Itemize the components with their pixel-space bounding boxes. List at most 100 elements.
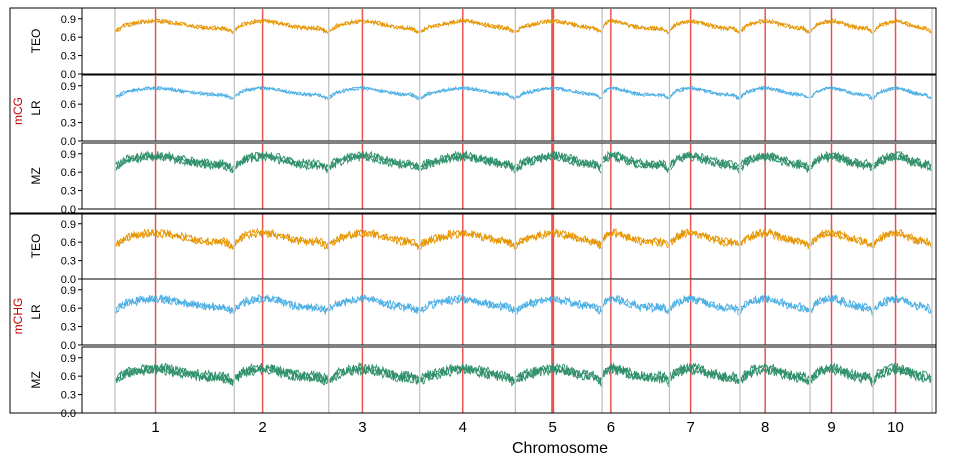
y-tick-label: 0.0 xyxy=(61,136,76,148)
methylation-trace xyxy=(740,229,810,250)
methylation-trace xyxy=(740,294,810,313)
methylation-trace xyxy=(329,150,420,170)
methylation-trace xyxy=(515,228,602,248)
y-tick-label: 0.9 xyxy=(61,285,76,297)
methylation-trace xyxy=(115,85,234,100)
methylation-trace xyxy=(873,365,932,384)
methylation-trace xyxy=(874,19,932,34)
x-tick-label: 2 xyxy=(258,419,266,436)
methylation-trace xyxy=(873,18,932,33)
methylation-trace xyxy=(602,153,669,174)
panel-label: LR xyxy=(29,100,43,116)
x-tick-label: 1 xyxy=(151,419,159,436)
x-tick-label: 10 xyxy=(887,419,904,436)
panel-frame xyxy=(81,278,937,346)
methylation-trace xyxy=(329,85,420,101)
y-tick-label: 0.6 xyxy=(61,237,76,249)
y-tick-label: 0.3 xyxy=(61,322,76,334)
methylation-trace xyxy=(810,86,873,101)
x-tick-label: 4 xyxy=(459,419,467,436)
methylation-trace xyxy=(670,365,740,385)
y-tick-label: 0.6 xyxy=(61,167,76,179)
methylation-trace xyxy=(516,86,602,100)
methylation-trace xyxy=(515,18,602,33)
methylation-trace xyxy=(234,362,329,381)
methylation-trace xyxy=(874,150,932,169)
panel-label: MZ xyxy=(29,167,43,184)
methylation-trace xyxy=(602,361,669,384)
methylation-trace xyxy=(516,362,602,382)
methylation-trace xyxy=(810,17,873,34)
methylation-trace xyxy=(602,227,669,247)
methylation-trace xyxy=(516,150,602,171)
panel-label: LR xyxy=(29,304,43,320)
panel-frame xyxy=(81,74,937,142)
methylation-trace xyxy=(740,362,810,382)
x-tick-label: 3 xyxy=(358,419,366,436)
y-tick-label: 0.3 xyxy=(61,51,76,63)
y-tick-label: 0.3 xyxy=(61,390,76,402)
frames-layer: 0.0 0.3 0.6 0.9 TEO 0.0 0.3 0.6 0.9 LR 0.0 0.3 0.6 0.… xyxy=(9,7,937,420)
methylation-trace xyxy=(115,152,234,173)
methylation-trace xyxy=(420,86,515,100)
methylation-trace xyxy=(420,152,515,171)
methylation-trace xyxy=(670,85,740,100)
methylation-trace xyxy=(329,361,420,381)
methylation-trace xyxy=(516,19,602,34)
methylation-trace xyxy=(670,362,740,384)
methylation-trace xyxy=(740,152,810,170)
methylation-trace xyxy=(329,18,419,33)
y-tick-label: 0.6 xyxy=(61,32,76,44)
panel-label: TEO xyxy=(29,29,43,54)
panel-frame xyxy=(81,7,937,75)
methylation-trace xyxy=(515,295,602,313)
methylation-trace xyxy=(810,86,873,99)
methylation-trace xyxy=(670,151,740,169)
methylation-trace xyxy=(420,229,515,248)
methylation-trace xyxy=(420,18,515,34)
methylation-trace xyxy=(740,228,810,248)
methylation-trace xyxy=(234,85,329,100)
methylation-trace xyxy=(115,150,234,172)
panel-label: MZ xyxy=(29,371,43,388)
methylation-trace xyxy=(115,228,234,250)
methylation-trace xyxy=(873,362,932,382)
methylation-trace xyxy=(420,229,515,250)
group-label-mchg: mCHG xyxy=(11,298,25,335)
methylation-trace xyxy=(602,230,669,249)
panels-layer xyxy=(114,8,933,413)
methylation-trace xyxy=(235,293,329,312)
x-tick-label: 6 xyxy=(607,419,615,436)
methylation-trace xyxy=(234,18,329,34)
methylation-trace xyxy=(234,227,329,250)
methylation-trace xyxy=(670,18,740,34)
y-tick-label: 0.6 xyxy=(61,99,76,111)
group-frame xyxy=(9,212,937,414)
methylation-trace xyxy=(873,86,932,100)
methylation-trace xyxy=(810,295,873,316)
group-label-mcg: mCG xyxy=(11,97,25,125)
methylation-trace xyxy=(873,152,932,172)
methylation-trace xyxy=(235,153,329,174)
methylation-trace xyxy=(810,362,873,383)
y-tick-label: 0.9 xyxy=(61,14,76,26)
y-tick-label: 0.9 xyxy=(61,81,76,93)
y-tick-label: 0.0 xyxy=(61,408,76,420)
x-axis: 1 2 3 4 5 6 7 8 9 10 xyxy=(151,419,903,436)
methylation-trace xyxy=(873,229,932,246)
methylation-trace xyxy=(602,86,669,100)
y-tick-label: 0.0 xyxy=(61,340,76,352)
methylation-trace xyxy=(420,85,515,101)
methylation-trace xyxy=(515,154,602,174)
methylation-trace xyxy=(602,150,669,172)
methylation-trace xyxy=(516,85,602,99)
x-axis-label: Chromosome xyxy=(512,440,608,457)
methylation-trace xyxy=(602,18,669,35)
methylation-trace xyxy=(740,85,810,99)
panel-label: TEO xyxy=(29,234,43,259)
methylation-trace xyxy=(115,363,234,383)
methylation-trace xyxy=(420,17,515,33)
methylation-trace xyxy=(602,294,669,315)
methylation-trace xyxy=(740,18,810,34)
x-tick-label: 7 xyxy=(686,419,694,436)
